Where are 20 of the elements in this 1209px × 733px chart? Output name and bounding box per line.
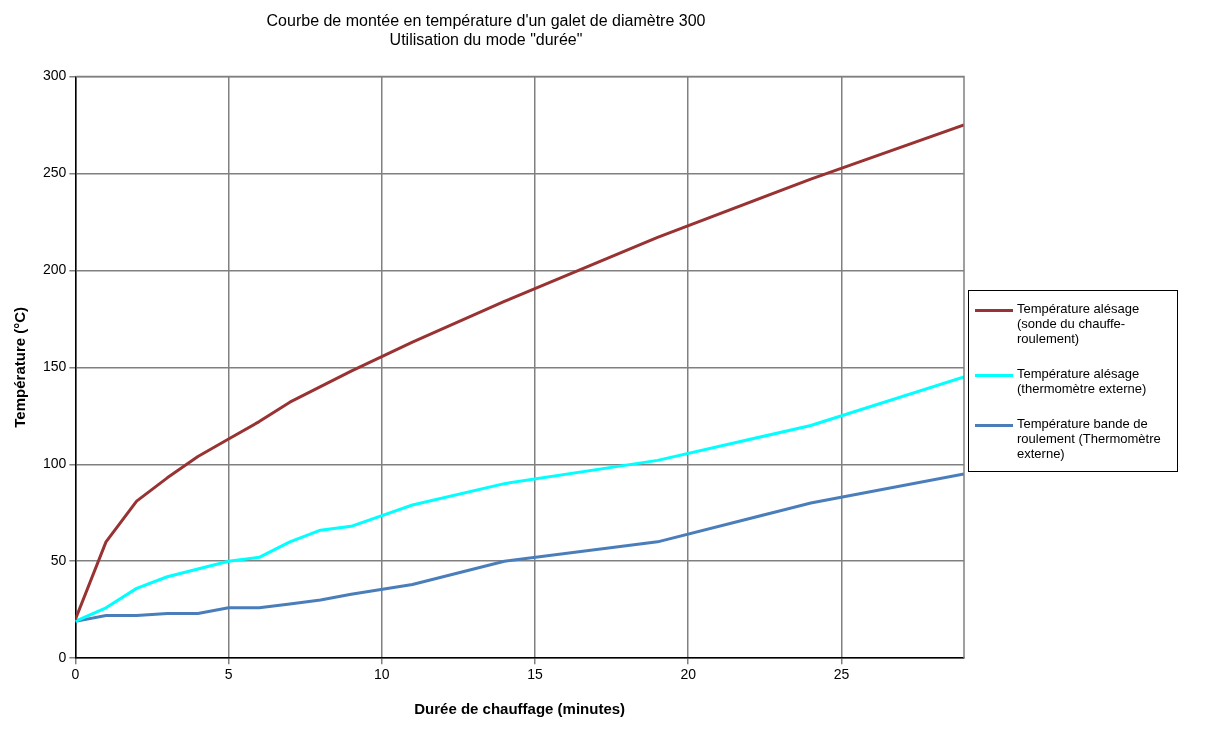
x-tick-label: 0 — [71, 666, 80, 683]
chart-title: Courbe de montée en température d'un galet de diamètre 300 — [266, 12, 706, 30]
x-tick-label: 5 — [224, 666, 233, 683]
chart-subtitle: Utilisation du mode "durée" — [389, 31, 583, 49]
y-tick-label: 150 — [43, 358, 67, 375]
legend-label: Température bande de roulement (Thermomètre externe) — [1017, 415, 1162, 461]
y-tick-label: 250 — [43, 164, 67, 181]
x-tick-label: 25 — [833, 666, 850, 683]
x-tick-label: 20 — [680, 666, 697, 683]
x-axis-title: Durée de chauffage (minutes) — [414, 700, 626, 718]
y-tick-label: 0 — [58, 649, 67, 666]
legend-label: Température alésage (sonde du chauffe-roulement) — [1017, 300, 1141, 346]
y-tick-label: 50 — [50, 552, 67, 569]
x-tick-label: 10 — [374, 666, 390, 683]
x-tick-label: 15 — [527, 666, 543, 683]
legend-label: Température alésage (thermomètre externe) — [1017, 365, 1148, 396]
y-axis-title: Température (°C) — [11, 306, 29, 428]
y-tick-label: 200 — [43, 261, 67, 278]
y-tick-label: 100 — [43, 455, 67, 472]
y-tick-label: 300 — [43, 67, 67, 84]
